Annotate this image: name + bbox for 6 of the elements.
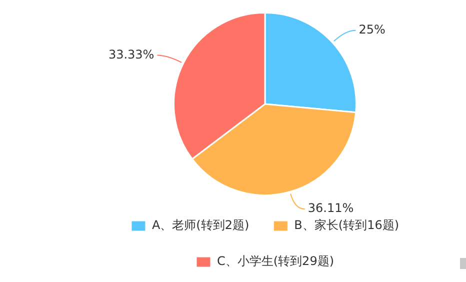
data-label: 36.11% xyxy=(308,201,354,216)
legend-label: C、小学生(转到29题) xyxy=(216,254,334,268)
data-label: 33.33% xyxy=(108,47,154,62)
data-label: 25% xyxy=(358,22,386,37)
legend-label: B、家长(转到16题) xyxy=(294,218,400,232)
legend-label: A、老师(转到2题) xyxy=(152,218,250,232)
